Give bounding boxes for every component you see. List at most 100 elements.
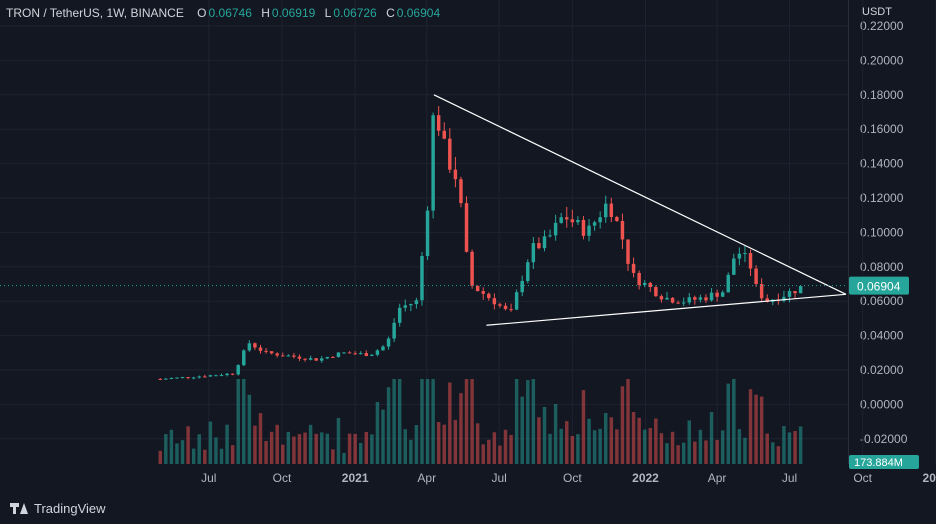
y-tick-label: 0.08000 [860,260,904,274]
volume-bar [470,379,474,464]
volume-bar [297,434,302,464]
candle-body [492,298,497,305]
volume-bar [264,441,268,464]
candle-body [787,291,792,297]
volume-bar [203,449,207,464]
volume-bar [364,431,369,464]
volume-bar [526,380,530,464]
y-tick-label: 0.16000 [860,122,904,136]
candle-body [604,203,608,218]
volume-bar [214,437,218,464]
candle-body [175,377,179,379]
candle-body [598,217,602,223]
volume-bar [681,442,686,464]
volume-bar [659,433,664,464]
tradingview-logo[interactable]: TradingView [10,501,106,516]
volume-bar [186,426,190,464]
volume-bar [453,419,458,464]
symbol-title[interactable]: TRON / TetherUS, 1W, BINANCE [6,6,184,20]
candle-body [475,285,480,292]
volume-bar [442,424,446,464]
candle-body [336,352,341,358]
volume-bar [331,449,335,464]
candle-body [269,351,274,354]
candle-body [732,258,736,275]
volume-bar [336,418,341,464]
volume-bar [169,429,174,464]
volume-bar [754,394,758,464]
volume-bar [448,382,452,464]
trendline[interactable] [433,94,847,295]
volume-bar [242,379,246,464]
candle-body [303,358,307,360]
volume-bar [787,432,792,464]
candle-body [514,292,519,310]
candle-body [581,219,586,236]
candle-body [164,378,168,380]
candle-body [559,217,563,223]
volume-bar [609,417,614,464]
volume-bar [487,439,491,464]
volume-bar [648,428,653,464]
y-tick-label: 0.18000 [860,88,904,102]
candle-body [320,358,324,361]
volume-bar [197,434,201,464]
candle-body [325,356,330,359]
volume-bar [693,441,697,464]
volume-bar [236,379,240,464]
x-tick-label: Jul [491,471,506,485]
candle-body [642,282,647,286]
candle-body [615,216,619,221]
candle-body [158,378,162,380]
volume-bar [370,434,374,464]
candle-body [676,302,680,304]
volume-bar [604,412,608,464]
volume-bar [782,426,786,464]
close-value: 0.06904 [396,6,441,20]
candle-body [253,343,257,348]
volume-bar [308,424,313,464]
volume-bar [748,389,753,464]
volume-bar [531,379,536,464]
trendline[interactable] [486,293,847,326]
volume-bar [247,394,252,464]
volume-bar [704,440,708,464]
y-tick-label: 0.04000 [860,329,904,343]
candle-body [743,253,747,255]
open-label: O [197,6,207,20]
volume-bar [798,426,803,464]
volume-bar [353,433,357,464]
volume-bar [180,440,185,464]
x-tick-label: Oct [563,471,582,485]
volume-bar [342,452,346,464]
volume-bar [375,401,380,464]
candle-body [281,355,285,357]
candle-body [693,297,697,300]
candle-body [531,243,536,263]
candle-body [242,350,246,366]
volume-bar [587,418,591,464]
candle-body [236,365,240,375]
volume-bar [431,379,435,464]
volume-bar [503,429,508,464]
low-value: 0.06726 [333,6,377,20]
volume-bar [164,434,168,464]
x-tick-label: 2023 [923,471,936,485]
footer-bar [0,494,936,524]
volume-bar [459,393,463,464]
candle-body [436,115,441,131]
high-value: 0.06919 [271,6,316,20]
candle-body [526,262,530,281]
candle-body [520,280,524,293]
volume-bar [381,409,385,464]
x-tick-label: 2022 [632,471,659,485]
volume-bar [765,433,769,464]
candle-body [726,274,730,293]
candle-body [782,296,786,301]
volume-bar [537,417,541,464]
volume-bar [409,439,413,464]
candle-body [748,253,753,269]
volume-bar [642,429,647,464]
volume-bar [559,428,563,464]
